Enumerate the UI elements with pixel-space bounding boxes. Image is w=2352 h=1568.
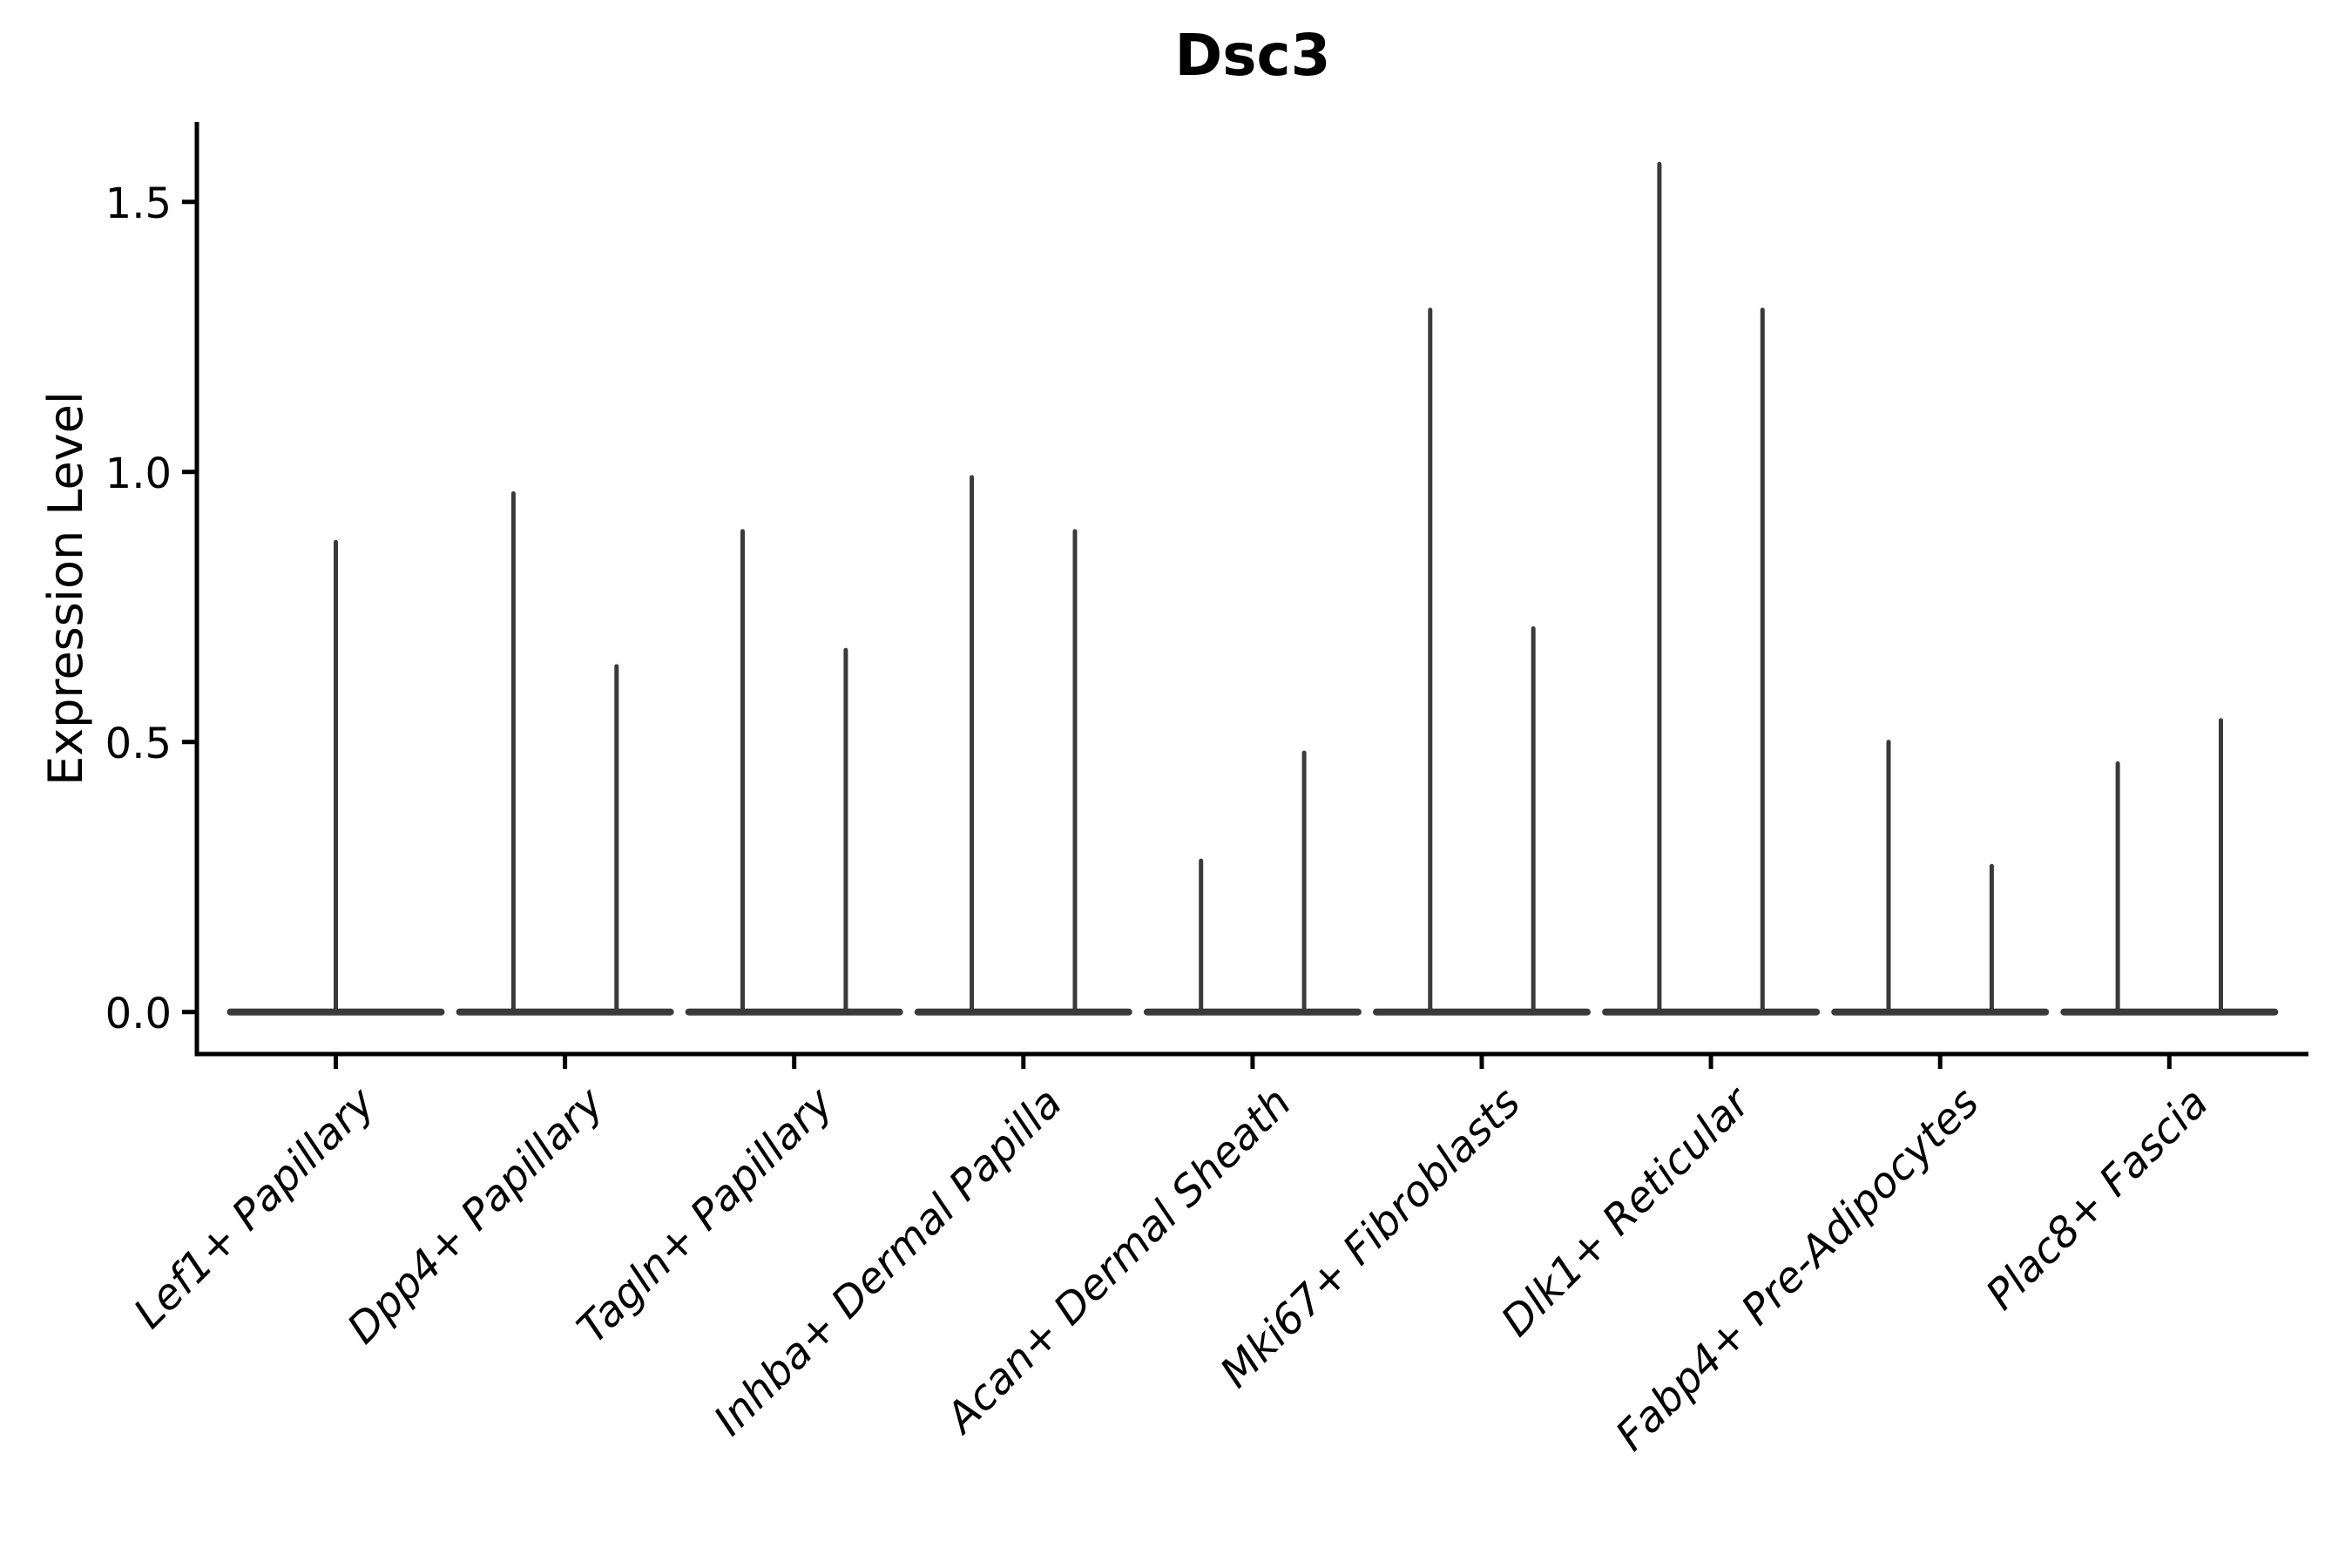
y-tick-label: 0.0 (105, 989, 172, 1038)
y-tick-label: 0.5 (105, 719, 172, 768)
plot-title: Dsc3 (730, 24, 1775, 88)
y-tick-label: 1.0 (105, 449, 172, 498)
plot-title-text: Dsc3 (1174, 22, 1331, 89)
y-tick-label: 1.5 (105, 179, 172, 228)
